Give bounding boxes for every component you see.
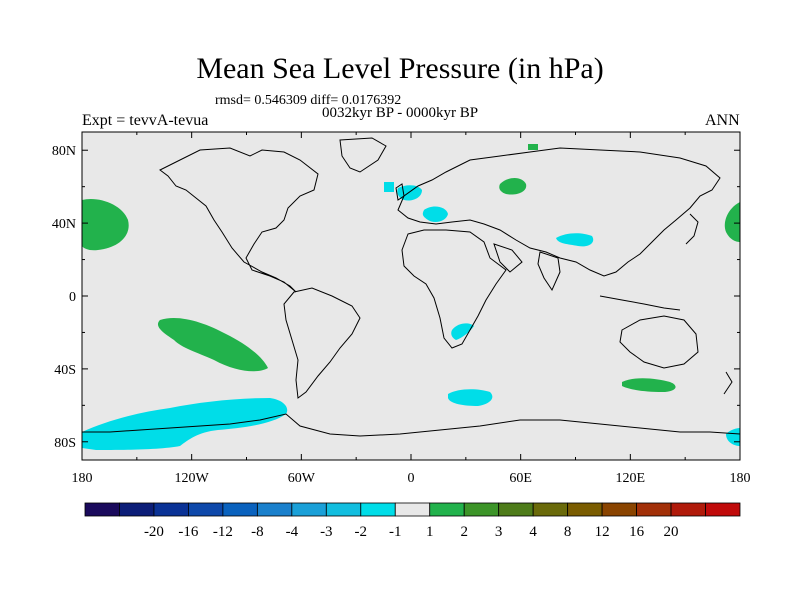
anomaly-patch-russia [499,178,527,195]
colorbar-swatch [84,502,120,517]
colorbar-label: 20 [664,524,679,540]
colorbar-swatch [636,502,672,517]
coastline-new-zealand [723,371,733,395]
colorbar-swatch [256,502,293,517]
coastline-antarctica [82,413,741,437]
colorbar-label: -4 [286,524,299,540]
anomaly-patch-southern-ocean-africa [448,389,493,406]
coastline-north-america [159,147,319,293]
season-label: ANN [705,112,740,129]
colorbar-label: 3 [495,524,503,540]
colorbar-label: 2 [460,524,468,540]
coastline-britain [395,183,405,201]
anomaly-patch-southern-africa [451,323,474,340]
colorbar-label: 16 [629,524,645,540]
colorbar-swatch [153,502,189,517]
anomaly-patch-europe-central [422,206,448,222]
colorbar: -20 -16 -12 -8 -4 -3 -2 -1 1 2 3 4 8 12 16 20 [84,502,741,540]
chart-title: Mean Sea Level Pressure (in hPa) [196,52,604,85]
lon-tick-label: 180 [730,471,751,486]
colorbar-label: -2 [355,524,368,540]
anomaly-patches [82,144,740,450]
colorbar-label: -8 [251,524,264,540]
colorbar-swatch [291,502,327,517]
colorbar-swatch [188,502,224,517]
anomaly-patch-southern-ocean-pacific [82,398,288,450]
colorbar-swatch [360,502,396,517]
lon-tick-label: 120E [616,471,646,486]
colorbar-swatch [222,502,258,517]
anomaly-patch-south-pacific [157,317,268,372]
colorbar-swatch [325,502,362,517]
colorbar-swatch [705,502,741,517]
colorbar-label: 4 [529,524,537,540]
colorbar-swatch [601,502,637,517]
colorbar-label: 1 [426,524,434,540]
colorbar-swatch [429,502,465,517]
lat-tick-label: 0 [69,290,76,305]
lon-tick-label: 60W [288,471,316,486]
coastline-australia [619,315,699,369]
coastline-japan [685,213,699,245]
coastline-south-america [283,287,361,399]
colorbar-label: -1 [389,524,402,540]
coastline-arabia [493,243,523,273]
colorbar-label: -12 [213,524,233,540]
coastline-africa [401,229,507,349]
experiment-label: Expt = tevvA-tevua [82,112,209,129]
anomaly-patch-indian-ocean-south [622,378,676,392]
colorbar-label: -3 [320,524,333,540]
colorbar-swatch [119,502,155,517]
coastline-india [537,251,561,292]
anomaly-patch-north-pacific-west [82,198,129,251]
anomaly-patch-north-atlantic [384,182,394,192]
colorbar-swatch [394,502,431,517]
lat-tick-label: 80S [54,436,76,451]
colorbar-swatch [498,502,534,517]
colorbar-swatch [532,502,569,517]
anomaly-patch-north-pacific-east [724,202,740,242]
anomaly-patch-tibet [556,233,594,247]
lon-tick-label: 180 [72,471,93,486]
stats-label: rmsd= 0.546309 diff= 0.0176392 [215,93,402,108]
colorbar-label: 8 [564,524,572,540]
colorbar-swatch [567,502,603,517]
lat-tick-label: 40S [54,363,76,378]
lon-tick-label: 60E [509,471,532,486]
map-area [81,131,741,461]
coastline-indonesia [599,295,681,311]
lon-tick-label: 120W [175,471,210,486]
colorbar-swatch [670,502,706,517]
coastline-eurasia [397,147,721,277]
lat-tick-label: 40N [52,217,76,232]
colorbar-label: -16 [178,524,198,540]
coastline-greenland [339,137,387,173]
longitude-axis: 180 120W 60W 0 60E 120E 180 [72,132,751,486]
latitude-axis: 80N 40N 0 40S 80S [52,144,740,451]
colorbar-swatch [463,502,500,517]
colorbar-label: -20 [144,524,164,540]
colorbar-label: 12 [595,524,610,540]
period-label: 0032kyr BP - 0000kyr BP [322,105,479,121]
coastlines [82,137,741,437]
lat-tick-label: 80N [52,144,76,159]
anomaly-patch-arctic [528,144,538,150]
lon-tick-label: 0 [408,471,415,486]
